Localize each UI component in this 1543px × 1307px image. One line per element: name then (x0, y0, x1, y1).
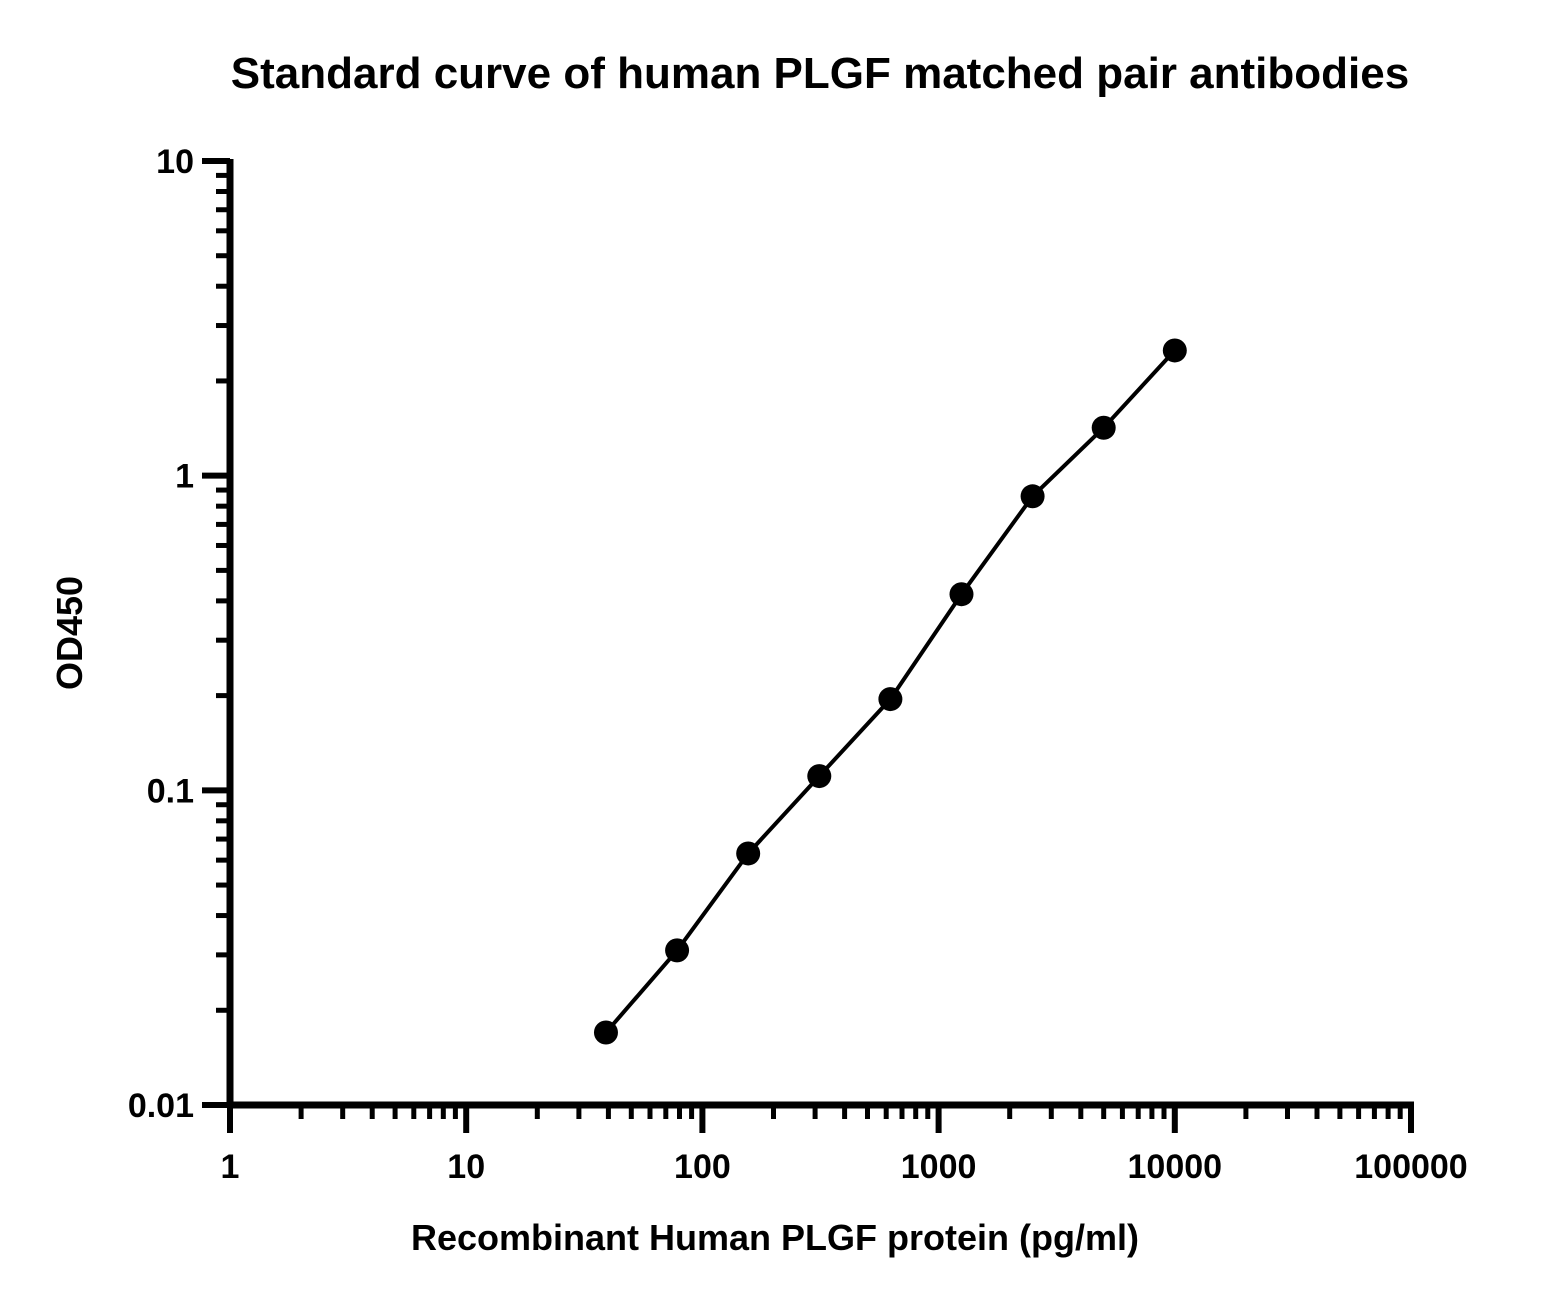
chart-title: Standard curve of human PLGF matched pai… (231, 49, 1409, 98)
x-axis (227, 1101, 1414, 1133)
data-point (949, 582, 974, 607)
y-axis-label: OD450 (49, 576, 90, 690)
y-tick-label: 0.1 (147, 772, 194, 810)
x-tick-labels: 1 10 100 1000 10000 100000 (221, 1148, 1468, 1186)
data-points (593, 338, 1187, 1045)
x-tick-label: 1000 (901, 1148, 977, 1186)
x-tick-label: 100000 (1354, 1148, 1467, 1186)
data-point (1091, 415, 1116, 440)
x-tick-label: 1 (221, 1148, 240, 1186)
data-point (878, 687, 903, 712)
y-tick-label: 0.01 (128, 1087, 194, 1125)
data-point (807, 764, 832, 789)
y-tick-labels: 0.01 0.1 1 10 (128, 143, 194, 1125)
data-point (1020, 484, 1045, 509)
x-tick-label: 10 (447, 1148, 485, 1186)
x-tick-label: 100 (674, 1148, 731, 1186)
data-point (1162, 338, 1187, 363)
data-point (736, 841, 761, 866)
y-tick-label: 1 (175, 458, 194, 496)
y-axis (202, 158, 234, 1108)
data-point (665, 938, 690, 963)
data-point (593, 1020, 618, 1045)
x-axis-label: Recombinant Human PLGF protein (pg/ml) (411, 1217, 1139, 1258)
x-tick-label: 10000 (1128, 1148, 1223, 1186)
y-tick-label: 10 (156, 143, 194, 181)
